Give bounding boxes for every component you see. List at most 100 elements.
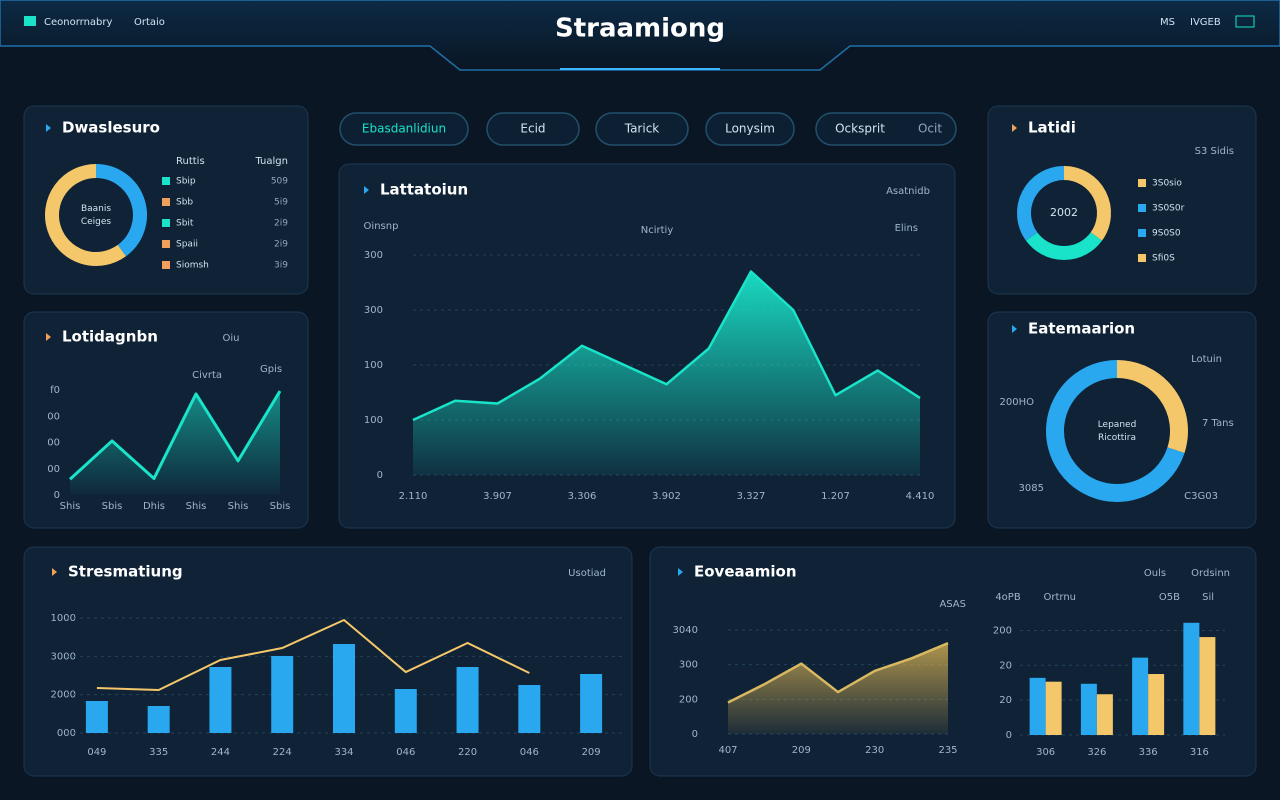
tab-label[interactable]: Ocksprit <box>835 122 885 136</box>
tab-label[interactable]: Tarick <box>624 122 660 136</box>
legend-label: Sbb <box>176 198 193 208</box>
legend-swatch <box>1138 179 1146 187</box>
annotation: Ncirtiy <box>641 225 674 236</box>
donut-segment <box>45 164 126 266</box>
brand: Ceonorrnabry <box>44 17 113 28</box>
donut-segment <box>1116 360 1188 453</box>
bar <box>1132 657 1149 735</box>
title-marker <box>1012 325 1017 333</box>
donut-segment <box>1046 360 1185 502</box>
panel-title: Latidi <box>1028 119 1076 137</box>
x-tick-label: Shis <box>228 501 249 512</box>
panel-title: Lattatoiun <box>380 181 468 199</box>
annotation: Oinsnp <box>364 221 399 232</box>
tab[interactable] <box>486 112 580 146</box>
x-tick-label: 3.306 <box>568 491 597 502</box>
bar <box>1183 622 1200 735</box>
x-tick-label: Shis <box>60 501 81 512</box>
y-tick-label: 0 <box>692 729 698 740</box>
y-tick-label: 1000 <box>51 613 76 624</box>
header-item[interactable]: IVGEB <box>1190 17 1221 28</box>
legend-swatch <box>1138 254 1146 262</box>
panel-title: Lotidagnbn <box>62 328 158 346</box>
title-marker <box>1012 124 1017 132</box>
legend-label: 3S0sio <box>1152 179 1182 189</box>
y-tick-label: 3040 <box>673 625 698 636</box>
bar <box>271 655 294 733</box>
donut-center-label: 2002 <box>1050 206 1078 219</box>
annotation: 200HO <box>1000 397 1035 408</box>
brand-icon <box>24 16 36 26</box>
donut-center-label: Ceiges <box>81 217 112 227</box>
line <box>727 642 949 704</box>
y-tick-label: f0 <box>50 385 60 396</box>
line <box>68 390 282 481</box>
tab[interactable] <box>705 112 795 146</box>
x-tick-label: 244 <box>211 747 230 758</box>
annotation: 3085 <box>1019 483 1044 494</box>
y-tick-label: 200 <box>679 694 698 705</box>
y-tick-label: 300 <box>679 660 698 671</box>
y-tick-label: 200 <box>993 625 1012 636</box>
y-tick-label: 300 <box>364 250 383 261</box>
tab-label[interactable]: Lonysim <box>725 122 775 136</box>
title-marker <box>678 568 683 576</box>
header-section[interactable]: Ortaio <box>134 17 165 28</box>
x-tick-label: 3.902 <box>652 491 681 502</box>
bar <box>1080 683 1097 735</box>
annotation: Civrta <box>192 370 222 381</box>
x-tick-label: 334 <box>334 747 353 758</box>
annotation: Ouls <box>1144 568 1166 579</box>
tab[interactable] <box>595 112 689 146</box>
bar <box>1096 694 1113 735</box>
annotation: Sil <box>1202 592 1214 603</box>
y-tick-label: 300 <box>364 305 383 316</box>
annotation: Ortrnu <box>1043 592 1076 603</box>
annotation: Oiu <box>223 333 240 344</box>
annotation: S3 Sidis <box>1195 146 1234 157</box>
tab[interactable] <box>339 112 469 146</box>
legend-swatch <box>162 240 170 248</box>
tab[interactable] <box>815 112 957 146</box>
y-tick-label: 100 <box>364 360 383 371</box>
battery-icon <box>1235 15 1255 28</box>
panel-title: Eoveaamion <box>694 563 797 581</box>
x-tick-label: 235 <box>938 745 957 756</box>
legend-label: Sbip <box>176 177 196 187</box>
bar <box>1045 681 1062 735</box>
tab-label[interactable]: Ocit <box>918 122 942 136</box>
bar <box>580 674 603 733</box>
x-tick-label: 336 <box>1139 747 1158 758</box>
annotation: C3G03 <box>1184 491 1218 502</box>
title-marker <box>46 333 51 341</box>
title-marker <box>364 186 369 194</box>
tab-label[interactable]: Ecid <box>520 122 545 136</box>
area-fill <box>70 391 280 495</box>
legend-swatch <box>162 219 170 227</box>
x-tick-label: 1.207 <box>821 491 850 502</box>
title-marker <box>52 568 57 576</box>
bar <box>1199 637 1216 735</box>
annotation: 4oPB <box>995 592 1021 603</box>
panel-title: Stresmatiung <box>68 563 183 581</box>
x-tick-label: 335 <box>149 747 168 758</box>
bar <box>518 685 541 733</box>
header-item[interactable]: MS <box>1160 17 1175 28</box>
tab-label[interactable]: Ebasdanlidiun <box>362 122 446 136</box>
area-fill <box>413 271 920 475</box>
donut-segment <box>95 164 147 257</box>
x-tick-label: Dhis <box>143 501 165 512</box>
x-tick-label: 407 <box>718 745 737 756</box>
x-tick-label: 046 <box>396 747 415 758</box>
y-tick-label: 2000 <box>51 690 76 701</box>
bar <box>147 706 170 733</box>
annotation: Asatnidb <box>886 186 930 197</box>
bar <box>1029 677 1046 735</box>
legend-value: 2i9 <box>274 219 288 229</box>
legend-label: Sbit <box>176 219 194 229</box>
line <box>412 270 921 422</box>
page-title: Straamiong <box>555 14 725 44</box>
bar <box>333 643 355 733</box>
legend-label: Spaii <box>176 240 198 250</box>
